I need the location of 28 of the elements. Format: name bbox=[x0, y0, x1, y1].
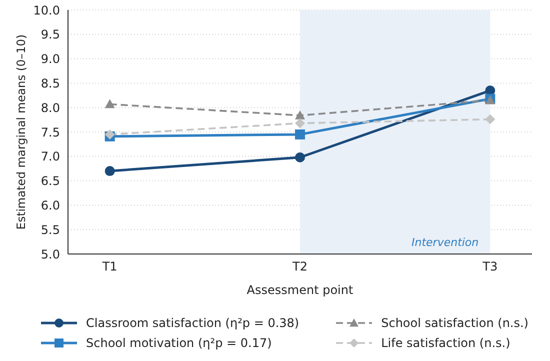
y-tick-label: 10.0 bbox=[33, 3, 60, 18]
point bbox=[295, 129, 305, 140]
y-tick-label: 6.0 bbox=[40, 198, 60, 212]
x-axis-title: Assessment point bbox=[246, 283, 354, 297]
y-tick-label: 7.5 bbox=[40, 125, 60, 140]
x-tick-label: T2 bbox=[292, 260, 308, 274]
y-tick-label: 6.5 bbox=[40, 174, 60, 188]
point bbox=[295, 118, 305, 128]
point bbox=[104, 166, 115, 176]
y-axis-title: Estimated marginal means (0–10) bbox=[14, 34, 28, 230]
point bbox=[295, 110, 305, 120]
x-tick-label: T3 bbox=[482, 260, 498, 274]
y-tick-label: 5.5 bbox=[40, 222, 60, 237]
y-tick-label: 8.0 bbox=[40, 100, 60, 115]
point bbox=[295, 152, 305, 162]
y-tick-label: 5.0 bbox=[40, 247, 60, 262]
point bbox=[485, 114, 496, 124]
point bbox=[104, 99, 115, 108]
y-tick-label: 9.0 bbox=[40, 52, 60, 66]
legend-label: School motivation (η²p = 0.17) bbox=[86, 336, 272, 350]
legend-label: Classroom satisfaction (η²p = 0.38) bbox=[86, 316, 300, 330]
x-tick-label: T1 bbox=[101, 260, 118, 274]
y-tick-label: 7.0 bbox=[40, 150, 60, 164]
y-tick-label: 9.5 bbox=[40, 28, 60, 42]
band-label: Intervention bbox=[412, 236, 479, 249]
y-tick-label: 8.5 bbox=[40, 76, 60, 90]
legend-label: School satisfaction (n.s.) bbox=[381, 316, 528, 330]
legend-label: Life satisfaction (n.s.) bbox=[381, 336, 510, 350]
